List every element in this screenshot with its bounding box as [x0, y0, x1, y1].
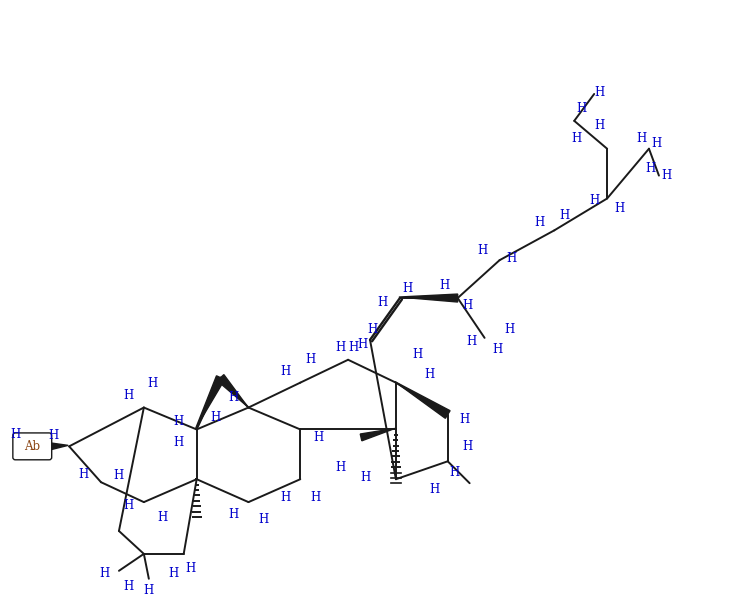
- Text: H: H: [504, 324, 515, 336]
- Text: H: H: [594, 119, 604, 133]
- Text: H: H: [124, 580, 134, 593]
- Text: H: H: [466, 335, 477, 348]
- Text: H: H: [348, 341, 358, 354]
- Text: H: H: [124, 499, 134, 511]
- Text: H: H: [424, 368, 435, 381]
- Text: H: H: [477, 244, 488, 257]
- Text: H: H: [335, 341, 345, 354]
- Text: H: H: [367, 324, 377, 336]
- Text: H: H: [534, 216, 545, 229]
- Text: H: H: [377, 295, 388, 308]
- Text: H: H: [589, 194, 599, 207]
- FancyBboxPatch shape: [13, 433, 51, 460]
- Text: H: H: [646, 162, 656, 175]
- Text: H: H: [463, 298, 473, 311]
- Polygon shape: [399, 294, 458, 302]
- Text: H: H: [357, 338, 367, 351]
- Text: H: H: [335, 460, 345, 474]
- Text: H: H: [174, 436, 184, 449]
- Text: H: H: [614, 202, 624, 215]
- Text: H: H: [507, 252, 517, 265]
- Text: H: H: [636, 132, 646, 146]
- Text: H: H: [403, 282, 413, 295]
- Text: H: H: [360, 471, 370, 484]
- Text: H: H: [174, 415, 184, 428]
- Polygon shape: [360, 429, 395, 441]
- Text: H: H: [99, 567, 109, 580]
- Text: H: H: [280, 365, 290, 378]
- Text: H: H: [228, 391, 239, 404]
- Text: H: H: [48, 429, 58, 442]
- Polygon shape: [195, 376, 225, 429]
- Text: H: H: [492, 343, 503, 356]
- Text: H: H: [662, 169, 672, 182]
- Text: H: H: [186, 562, 195, 575]
- Polygon shape: [217, 375, 248, 406]
- Text: H: H: [169, 567, 179, 580]
- Text: H: H: [571, 132, 581, 146]
- Text: H: H: [157, 511, 168, 524]
- Text: H: H: [310, 491, 320, 503]
- Text: H: H: [148, 377, 158, 390]
- Text: H: H: [144, 584, 154, 597]
- Text: H: H: [594, 87, 604, 99]
- Text: H: H: [114, 468, 124, 482]
- Text: H: H: [450, 466, 460, 479]
- Text: Ab: Ab: [24, 440, 40, 453]
- Text: H: H: [313, 431, 323, 444]
- Text: H: H: [124, 389, 134, 402]
- Text: H: H: [413, 348, 423, 361]
- Text: H: H: [463, 440, 473, 453]
- Text: H: H: [576, 103, 586, 115]
- Text: H: H: [439, 279, 450, 292]
- Text: H: H: [10, 428, 20, 441]
- Text: H: H: [280, 491, 290, 503]
- Text: H: H: [210, 411, 221, 424]
- Text: H: H: [228, 508, 239, 521]
- Text: H: H: [78, 468, 88, 481]
- Text: H: H: [430, 483, 440, 495]
- Text: H: H: [258, 513, 269, 526]
- Polygon shape: [50, 443, 68, 450]
- Polygon shape: [395, 382, 450, 418]
- Text: H: H: [460, 413, 470, 426]
- Text: H: H: [652, 138, 662, 150]
- Text: H: H: [560, 209, 569, 222]
- Text: H: H: [305, 353, 316, 367]
